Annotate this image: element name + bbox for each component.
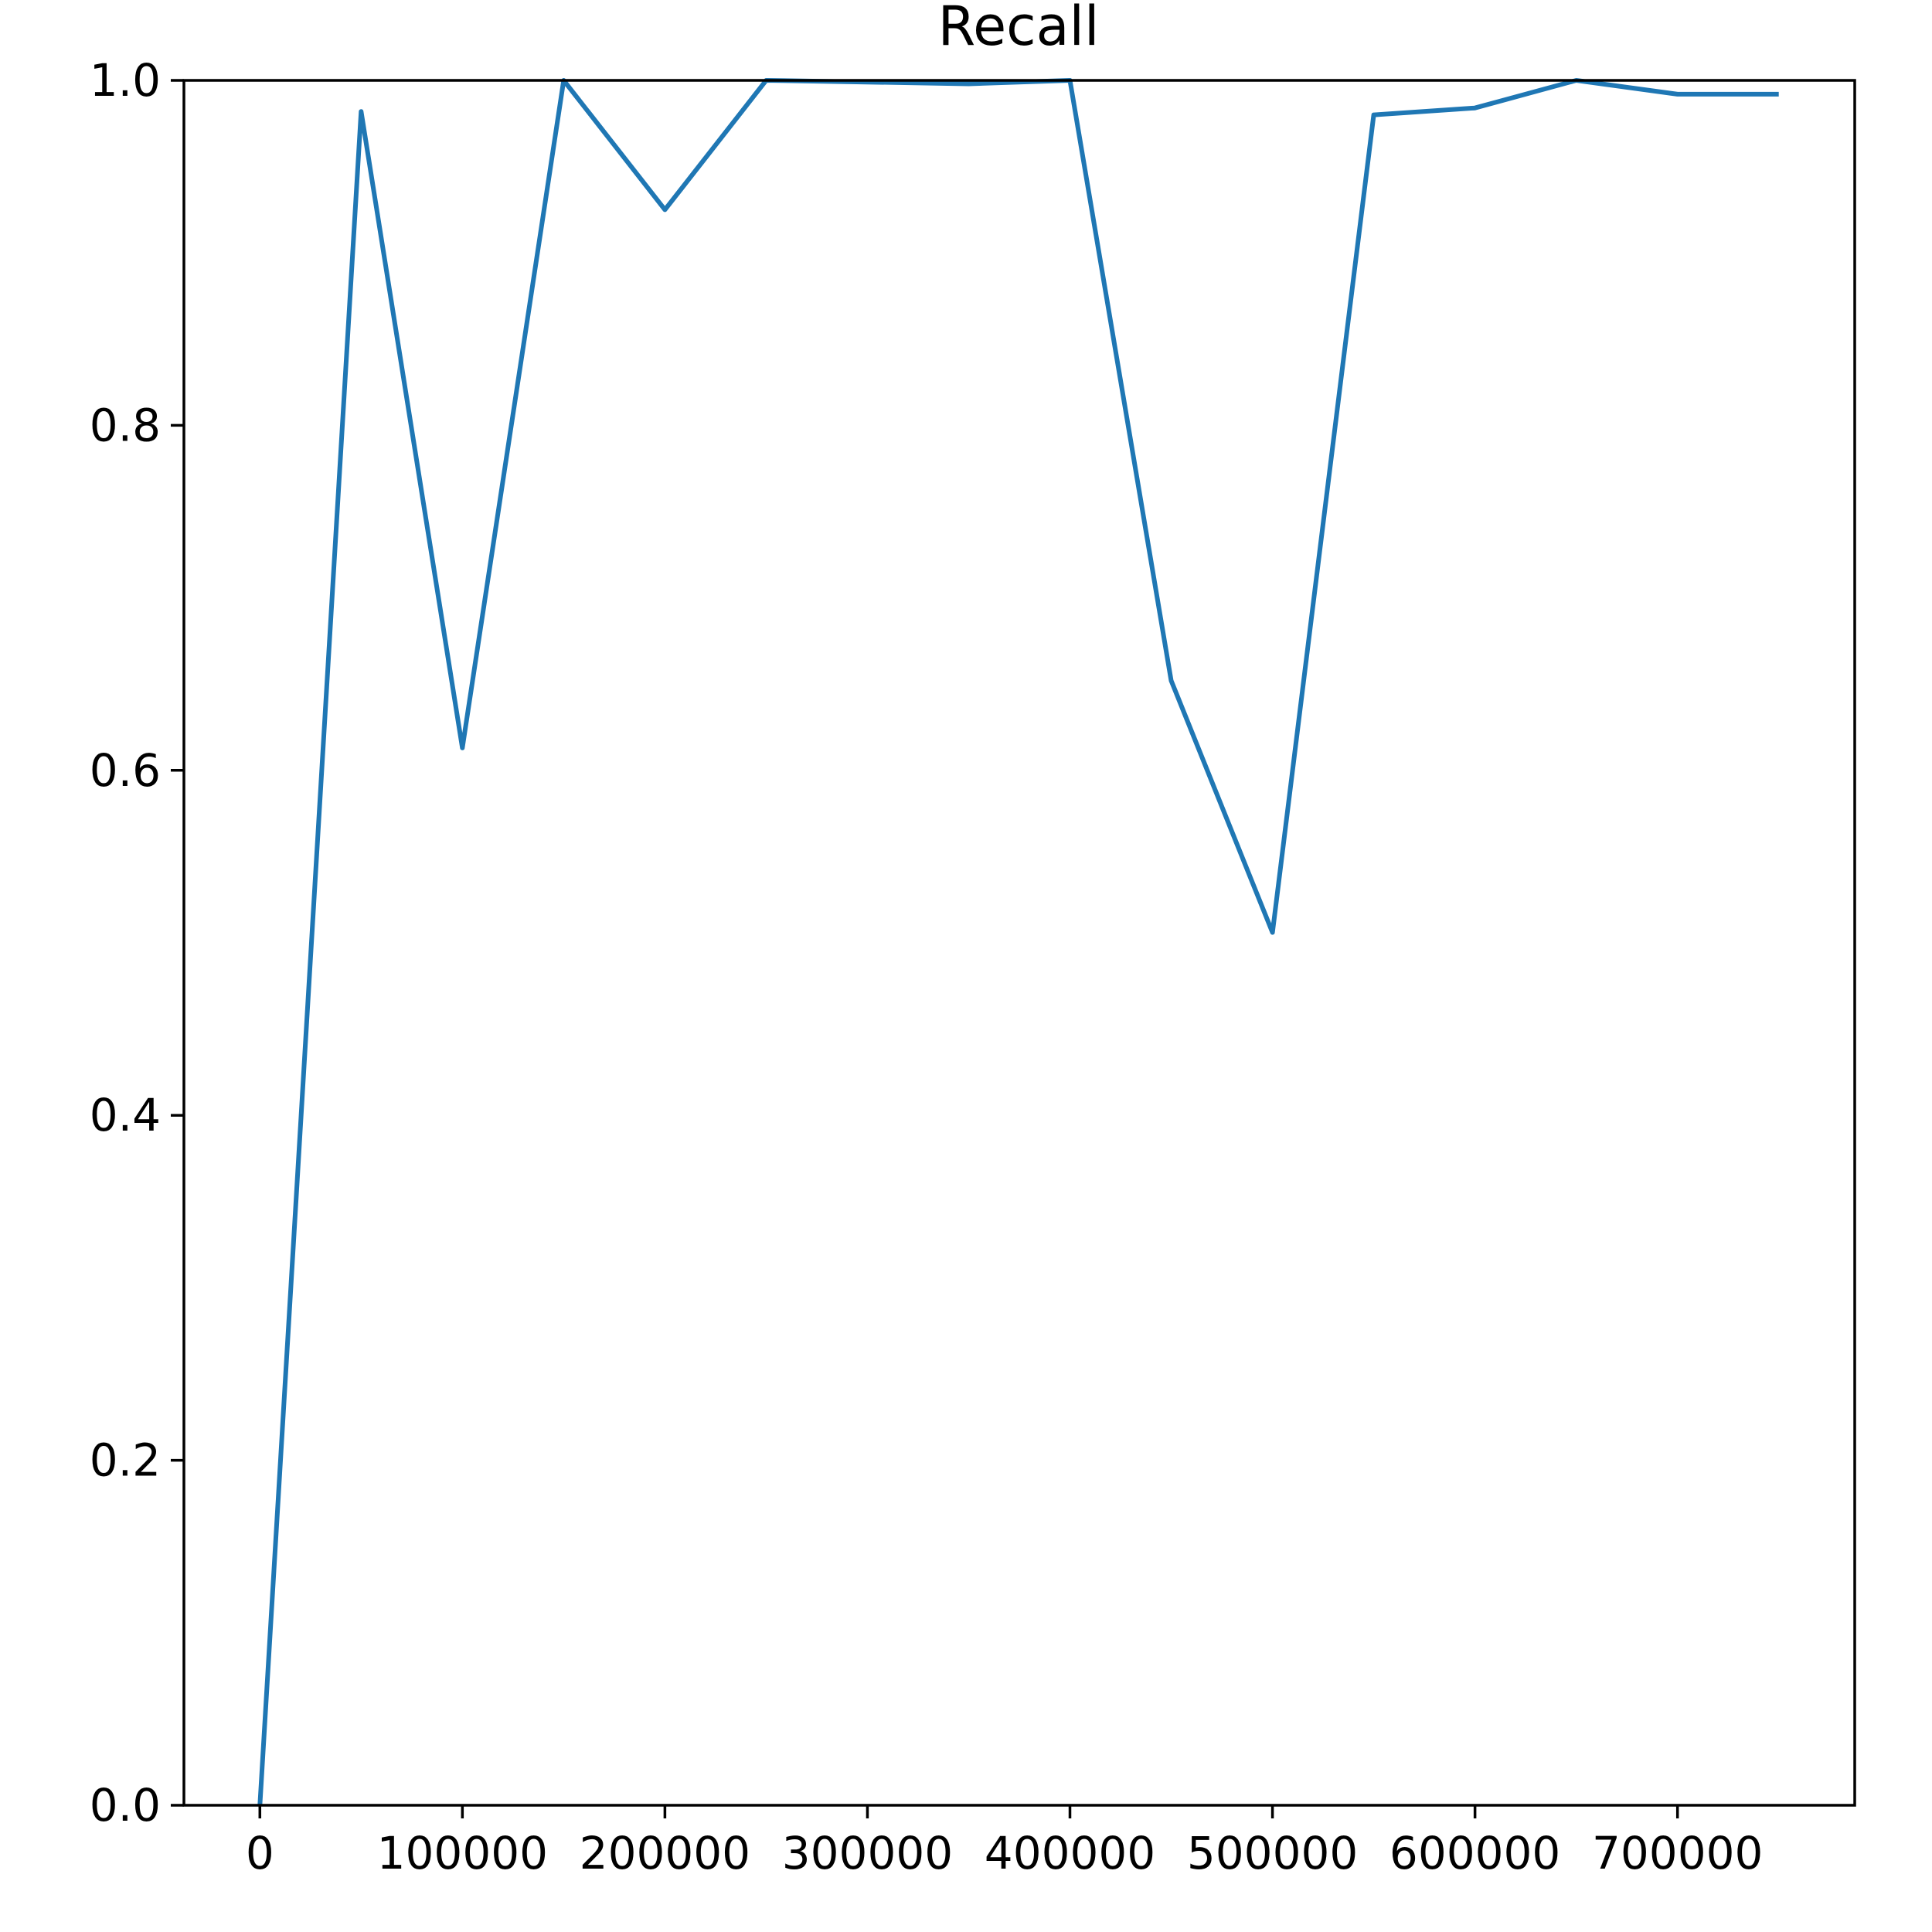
y-tick-label: 0.4 (90, 1089, 161, 1141)
x-tick-label: 0 (246, 1827, 274, 1879)
y-tick-label: 0.0 (90, 1779, 161, 1832)
x-tick-label: 500000 (1187, 1827, 1358, 1879)
x-tick-label: 100000 (377, 1827, 548, 1879)
series-line (257, 78, 1779, 1806)
x-tick-label: 600000 (1389, 1827, 1560, 1879)
x-tick-label: 300000 (782, 1827, 953, 1879)
x-tick-label: 200000 (580, 1827, 750, 1879)
series-layer (257, 78, 1779, 1806)
axes-frame (182, 79, 1856, 1807)
y-tick-label: 1.0 (90, 54, 161, 107)
chart-title: Recall (938, 0, 1100, 58)
x-tick-label: 400000 (985, 1827, 1155, 1879)
y-axis-ticks: 0.0 0.2 0.4 0.6 0.8 1.0 (90, 54, 184, 1832)
y-tick-label: 0.8 (90, 399, 161, 451)
x-axis-ticks: 0 100000 200000 300000 400000 500000 600000 700… (246, 1805, 1763, 1879)
x-tick-label: 700000 (1592, 1827, 1763, 1879)
y-tick-label: 0.6 (90, 744, 161, 797)
y-tick-label: 0.2 (90, 1434, 161, 1487)
